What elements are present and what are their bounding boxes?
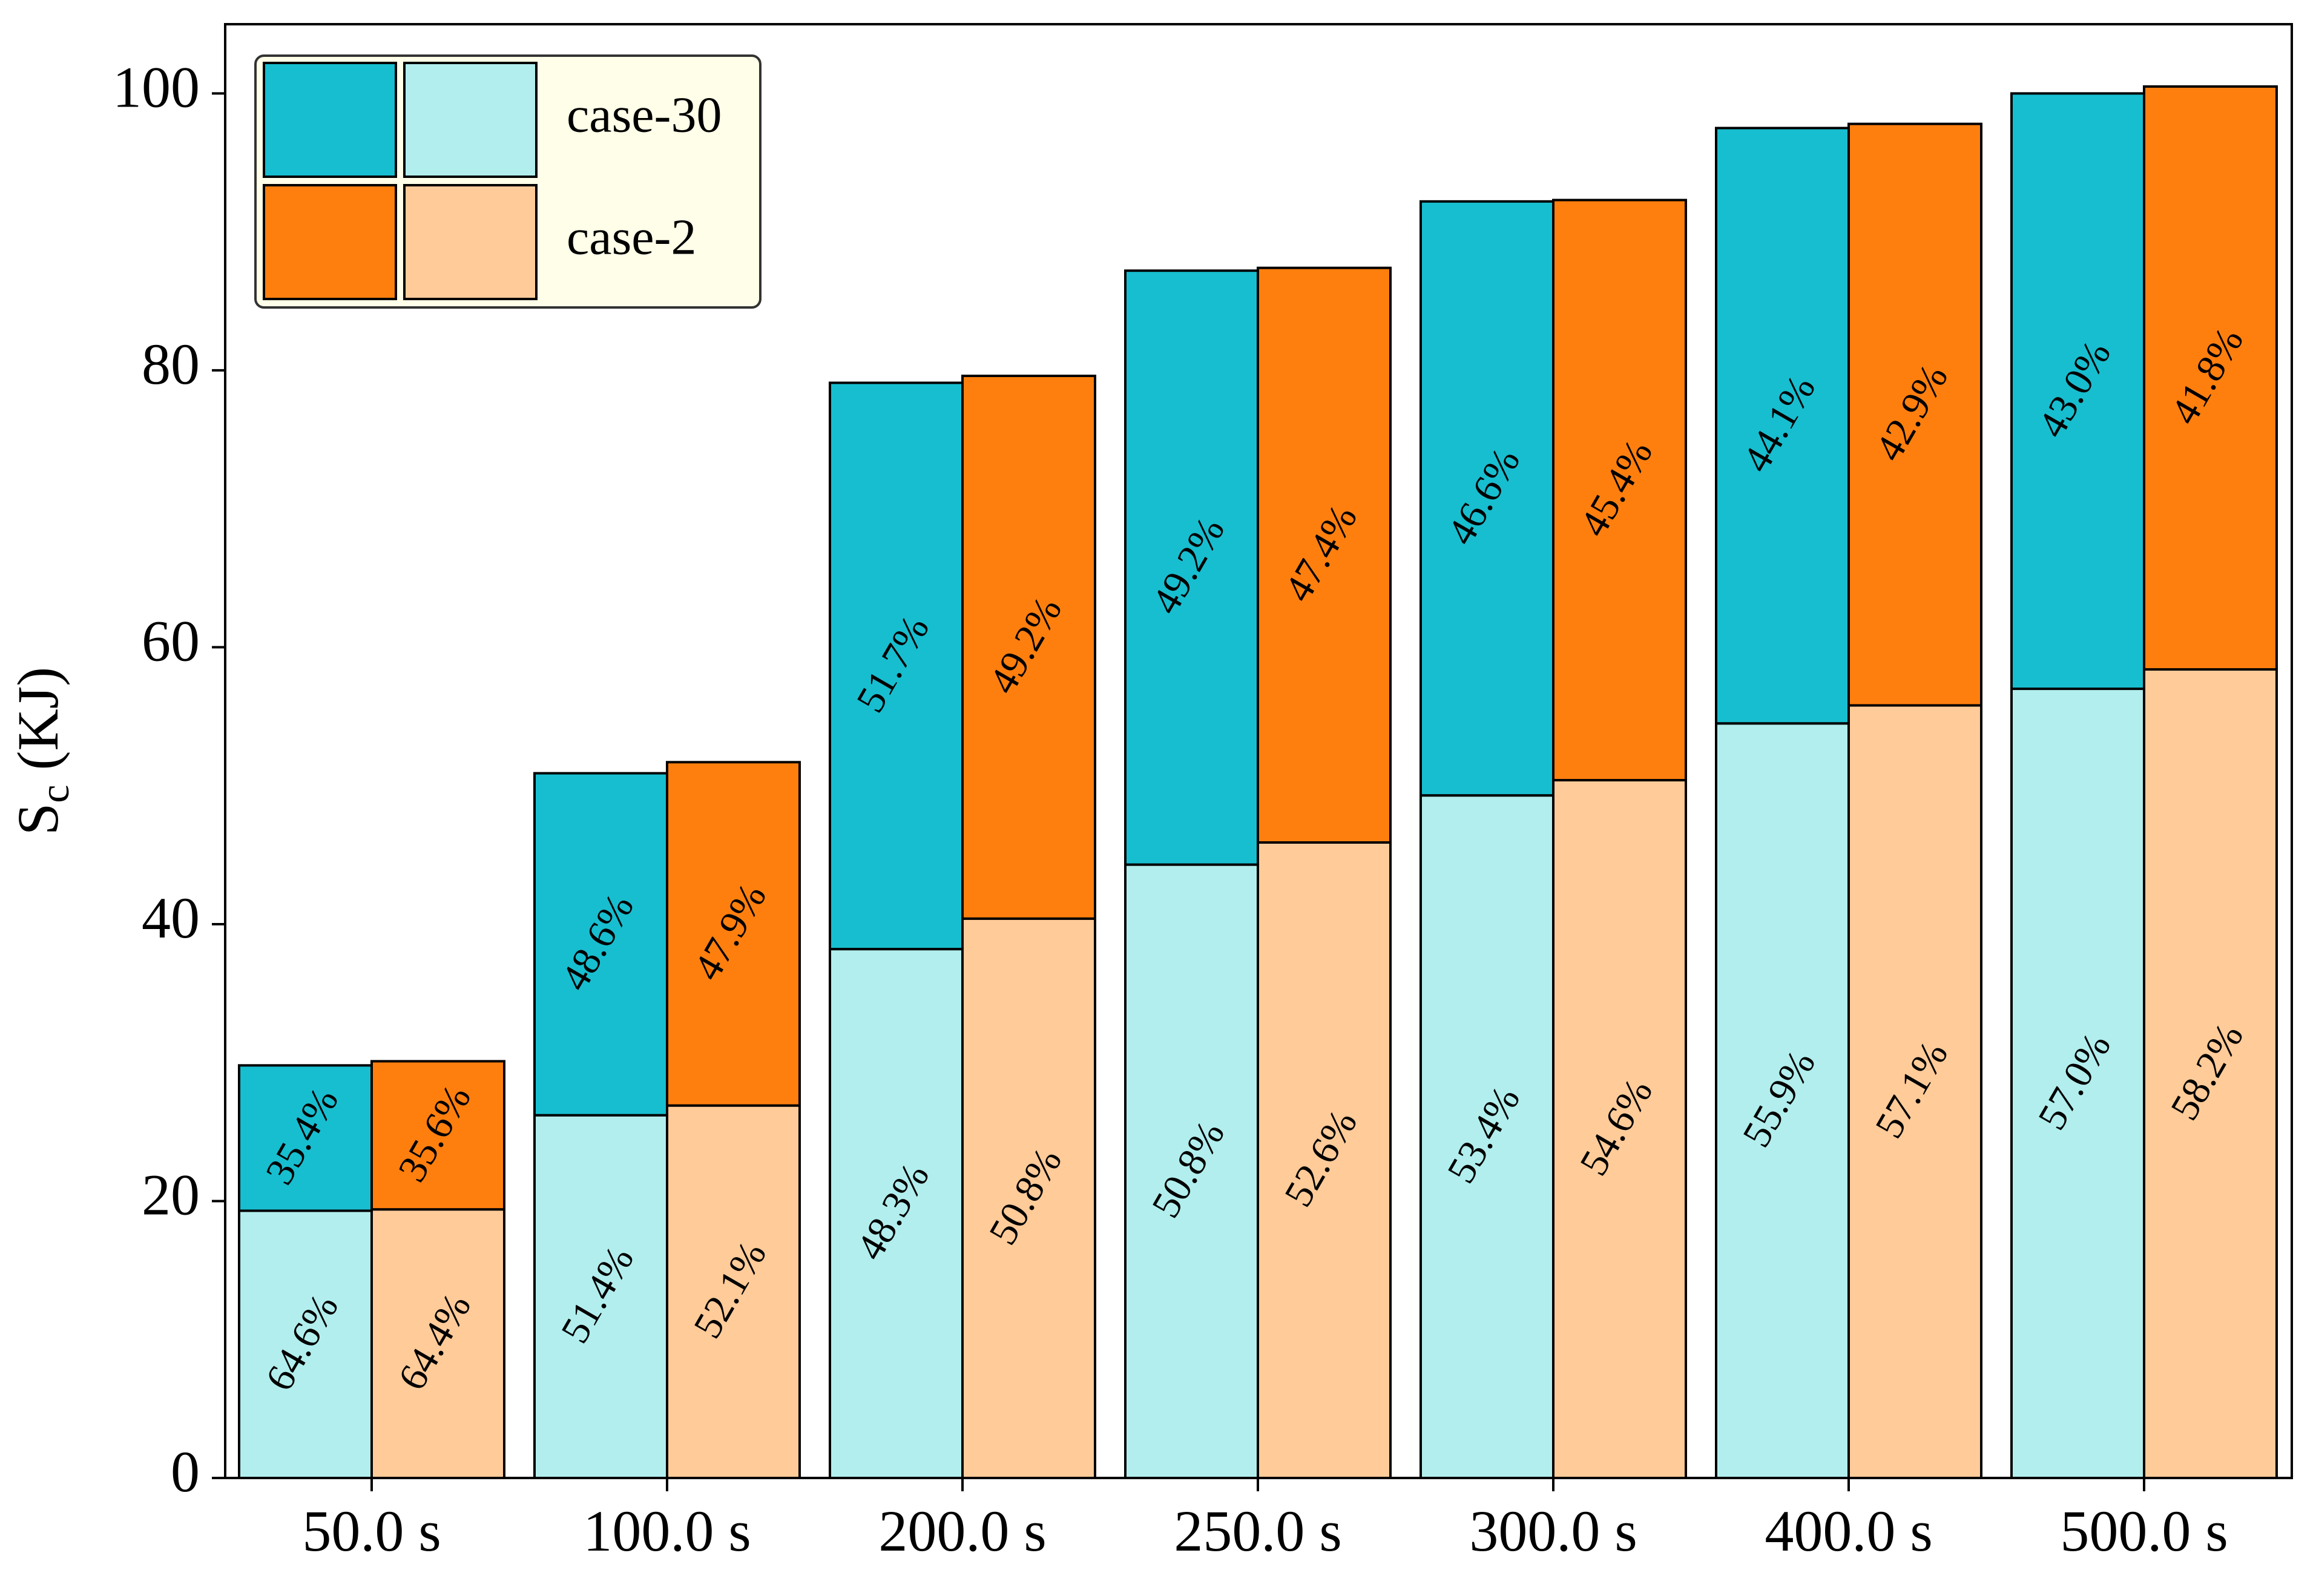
x-tick-label: 250.0 s: [1174, 1499, 1341, 1563]
y-tick-label: 100: [113, 54, 200, 119]
y-axis-title: Sc (KJ): [5, 667, 77, 835]
x-tick-label: 200.0 s: [878, 1499, 1046, 1563]
y-tick-label: 20: [142, 1163, 200, 1227]
x-tick-label: 100.0 s: [583, 1499, 751, 1563]
legend-swatch-bottom: [404, 63, 536, 177]
y-tick-label: 60: [142, 608, 200, 673]
y-axis-title-unit: (KJ): [5, 667, 70, 785]
y-axis-title-subscript: c: [31, 785, 77, 803]
y-tick-label: 0: [171, 1439, 200, 1504]
legend-swatch-bottom: [404, 185, 536, 299]
x-tick-label: 300.0 s: [1469, 1499, 1637, 1563]
legend-label: case-30: [567, 87, 722, 143]
y-tick-label: 80: [142, 332, 200, 396]
y-axis-title-main: S: [5, 803, 70, 835]
legend: case-30 case-2: [255, 56, 760, 307]
legend-label: case-2: [567, 209, 697, 265]
legend-swatch-top: [264, 185, 396, 299]
x-tick-label: 50.0 s: [302, 1499, 441, 1563]
x-tick-label: 500.0 s: [2060, 1499, 2228, 1563]
y-tick-label: 40: [142, 885, 200, 950]
x-tick-label: 400.0 s: [1765, 1499, 1932, 1563]
legend-swatch-top: [264, 63, 396, 177]
